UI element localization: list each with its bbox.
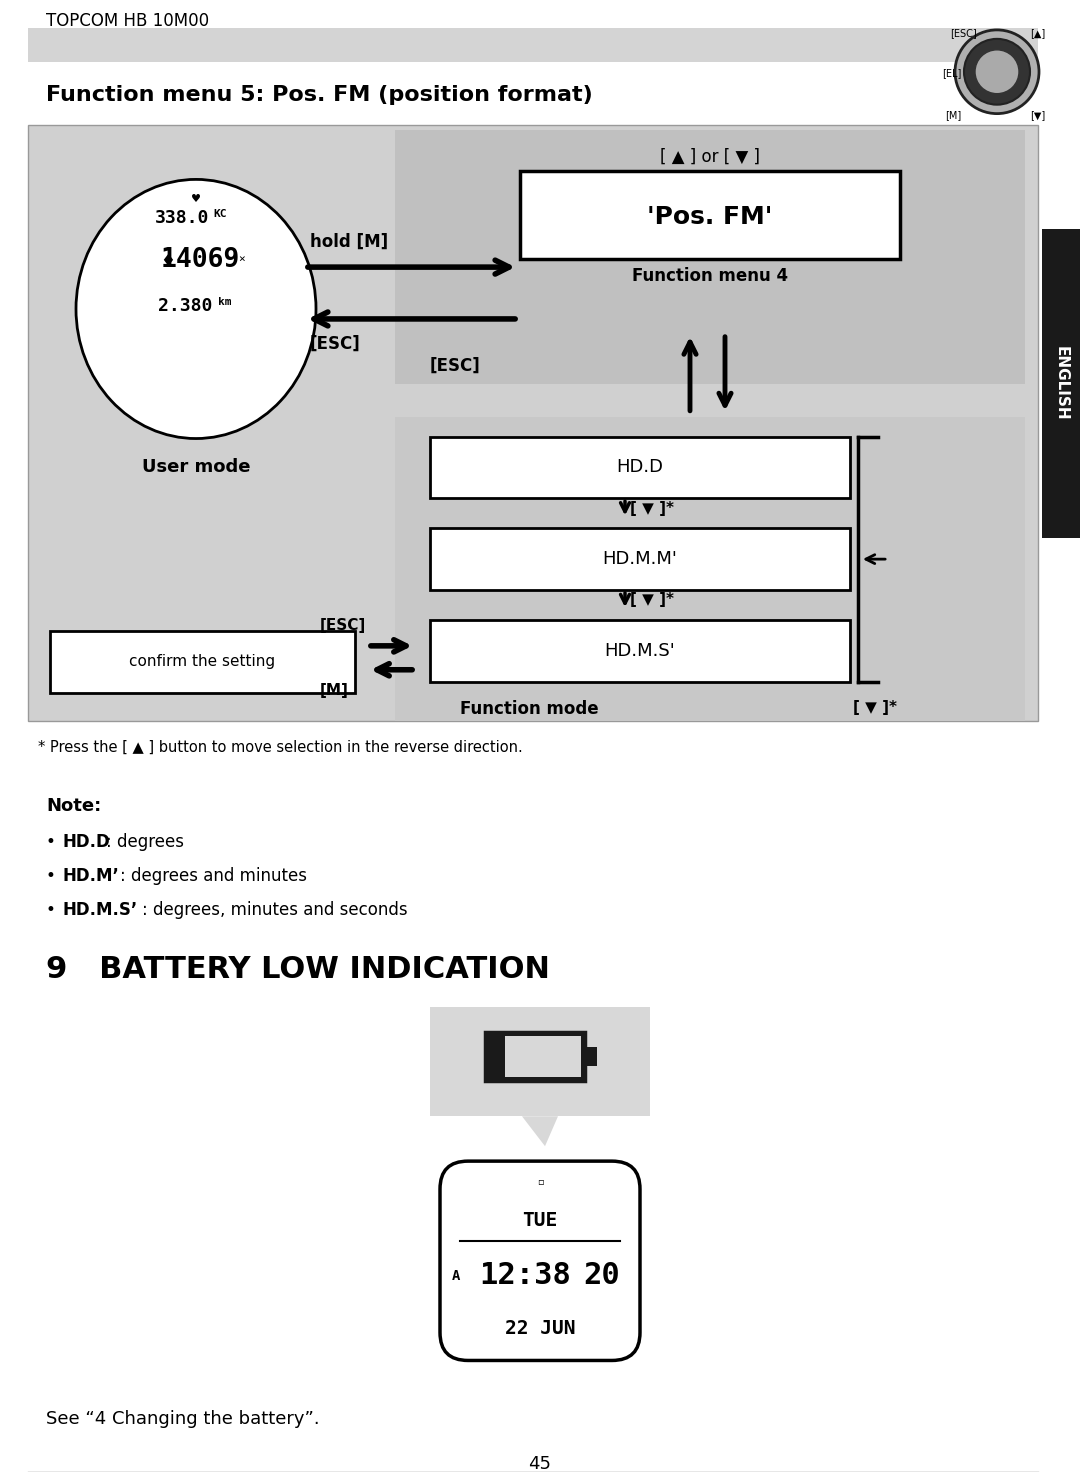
FancyBboxPatch shape (430, 1007, 650, 1117)
Text: User mode: User mode (141, 458, 251, 477)
Text: [ ▼ ]*: [ ▼ ]* (630, 501, 674, 515)
Text: 9   BATTERY LOW INDICATION: 9 BATTERY LOW INDICATION (46, 954, 550, 984)
Text: [ESC]: [ESC] (310, 335, 361, 353)
Bar (489, 1035, 581, 1077)
Text: Function mode: Function mode (460, 700, 598, 718)
Text: [ ▲ ] or [ ▼ ]: [ ▲ ] or [ ▼ ] (660, 148, 760, 165)
Text: HD.M.S’: HD.M.S’ (62, 901, 137, 919)
Circle shape (964, 38, 1030, 105)
Text: •: • (46, 867, 62, 885)
Bar (1042, 229, 1080, 538)
Text: [ESC]: [ESC] (950, 28, 976, 38)
Text: [ ▼ ]*: [ ▼ ]* (853, 700, 897, 715)
FancyBboxPatch shape (440, 1161, 640, 1360)
Text: HD.M’: HD.M’ (62, 867, 119, 885)
Ellipse shape (76, 179, 316, 439)
Text: Function menu 4: Function menu 4 (632, 267, 788, 285)
Text: : degrees: : degrees (106, 833, 184, 851)
Text: KC: KC (213, 210, 227, 219)
Text: TUE: TUE (523, 1211, 557, 1230)
Text: 2.380: 2.380 (158, 297, 212, 315)
Text: confirm the setting: confirm the setting (129, 654, 275, 669)
Text: TOPCOM HB 10M00: TOPCOM HB 10M00 (46, 12, 210, 30)
Text: Note:: Note: (46, 798, 102, 815)
Text: 338.0: 338.0 (154, 210, 210, 227)
Text: HD.M.M': HD.M.M' (603, 549, 677, 569)
Text: HD.M.S': HD.M.S' (605, 642, 675, 660)
Text: km: km (218, 297, 231, 307)
Text: 'Pos. FM': 'Pos. FM' (647, 205, 772, 229)
Text: ×: × (238, 254, 245, 264)
Text: 22 JUN: 22 JUN (504, 1319, 576, 1338)
Text: See “4 Changing the battery”.: See “4 Changing the battery”. (46, 1411, 320, 1428)
Text: hold [M]: hold [M] (310, 233, 388, 251)
Bar (395, 130, 1025, 384)
Bar (28, 124, 1038, 721)
Text: A: A (453, 1269, 460, 1282)
Polygon shape (522, 1117, 558, 1146)
Bar (585, 1047, 597, 1066)
Text: ♥: ♥ (191, 195, 201, 204)
Bar (430, 529, 850, 589)
Bar (430, 437, 850, 498)
Text: [ESC]: [ESC] (320, 617, 366, 632)
Text: [ ▼ ]*: [ ▼ ]* (630, 592, 674, 607)
Text: [EL]: [EL] (942, 68, 961, 78)
Text: 14069: 14069 (160, 247, 240, 273)
Bar (519, 171, 900, 258)
Text: [▲]: [▲] (1030, 28, 1045, 38)
Text: 45: 45 (528, 1455, 552, 1473)
Bar (28, 28, 1038, 62)
Text: Function menu 5: Pos. FM (position format): Function menu 5: Pos. FM (position forma… (46, 84, 593, 105)
Circle shape (955, 30, 1039, 114)
Text: ENGLISH: ENGLISH (1053, 347, 1068, 421)
Text: : degrees, minutes and seconds: : degrees, minutes and seconds (141, 901, 407, 919)
Text: •: • (46, 833, 62, 851)
Bar (430, 620, 850, 682)
Bar (489, 1035, 505, 1077)
Text: HD.D: HD.D (617, 458, 663, 477)
Text: [ESC]: [ESC] (430, 357, 481, 375)
Text: * Press the [ ▲ ] button to move selection in the reverse direction.: * Press the [ ▲ ] button to move selecti… (38, 740, 523, 755)
Bar (485, 1031, 585, 1081)
Text: : degrees and minutes: : degrees and minutes (120, 867, 307, 885)
Text: ▫: ▫ (537, 1176, 543, 1186)
Text: HD.D: HD.D (62, 833, 110, 851)
Text: [M]: [M] (320, 682, 349, 697)
Text: •: • (46, 901, 62, 919)
Text: [M]: [M] (945, 109, 961, 120)
Text: 12:38: 12:38 (480, 1261, 571, 1291)
Bar (395, 417, 1025, 721)
Text: [▼]: [▼] (1030, 109, 1045, 120)
Text: 20: 20 (583, 1261, 620, 1291)
Bar (50, 631, 355, 693)
Text: ♦: ♦ (160, 253, 175, 270)
Circle shape (975, 50, 1020, 93)
